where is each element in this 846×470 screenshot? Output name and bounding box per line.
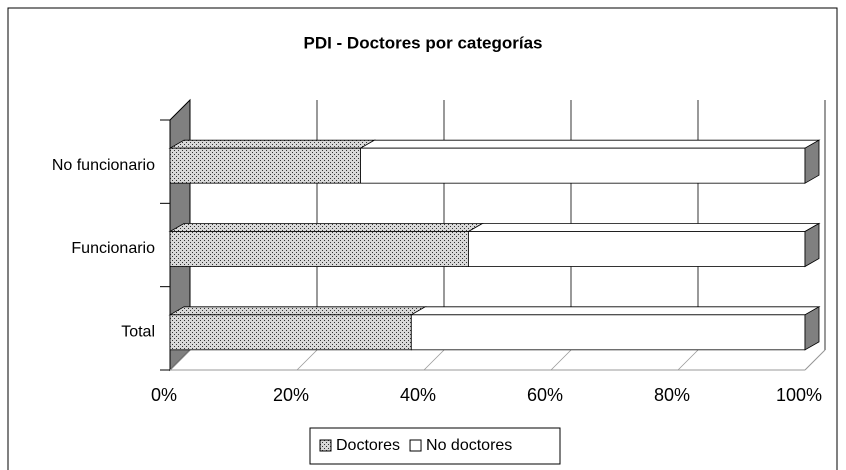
legend-swatch xyxy=(409,439,422,452)
x-tick-label: 0% xyxy=(151,385,177,405)
x-tick-label: 20% xyxy=(273,385,309,405)
legend-swatch xyxy=(319,439,332,452)
bar xyxy=(169,231,469,267)
bar-top xyxy=(358,139,821,149)
y-tick-label: Total xyxy=(121,324,155,341)
x-tick-label: 80% xyxy=(654,385,690,405)
legend-label: Doctores xyxy=(336,437,400,454)
bar-end xyxy=(804,222,820,268)
bar xyxy=(360,147,806,184)
bar xyxy=(410,314,806,351)
chart-title: PDI - Doctores por categorías xyxy=(303,33,542,52)
grid-line-floor xyxy=(677,349,699,371)
grid-line-floor xyxy=(169,349,191,371)
grid-line-floor xyxy=(550,349,572,371)
grid-line-floor xyxy=(423,349,445,371)
bar xyxy=(169,314,412,351)
bar-top xyxy=(168,139,377,149)
bar-end xyxy=(804,306,820,351)
bar-top xyxy=(409,306,821,316)
x-tick-label: 40% xyxy=(400,385,436,405)
x-tick-label: 60% xyxy=(527,385,563,405)
legend-box xyxy=(309,427,561,465)
bar-top xyxy=(466,223,821,232)
grid-line-floor xyxy=(804,349,826,371)
y-tick-label: No funcionario xyxy=(52,157,155,174)
x-tick-label: 100% xyxy=(776,385,822,405)
bar-end xyxy=(804,139,820,184)
bar-top xyxy=(168,306,427,316)
grid-line-floor xyxy=(296,349,318,371)
legend-label: No doctores xyxy=(426,437,512,454)
bar xyxy=(468,231,806,267)
y-tick-label: Funcionario xyxy=(71,240,155,257)
bar-top xyxy=(168,223,484,232)
bar xyxy=(169,147,361,184)
